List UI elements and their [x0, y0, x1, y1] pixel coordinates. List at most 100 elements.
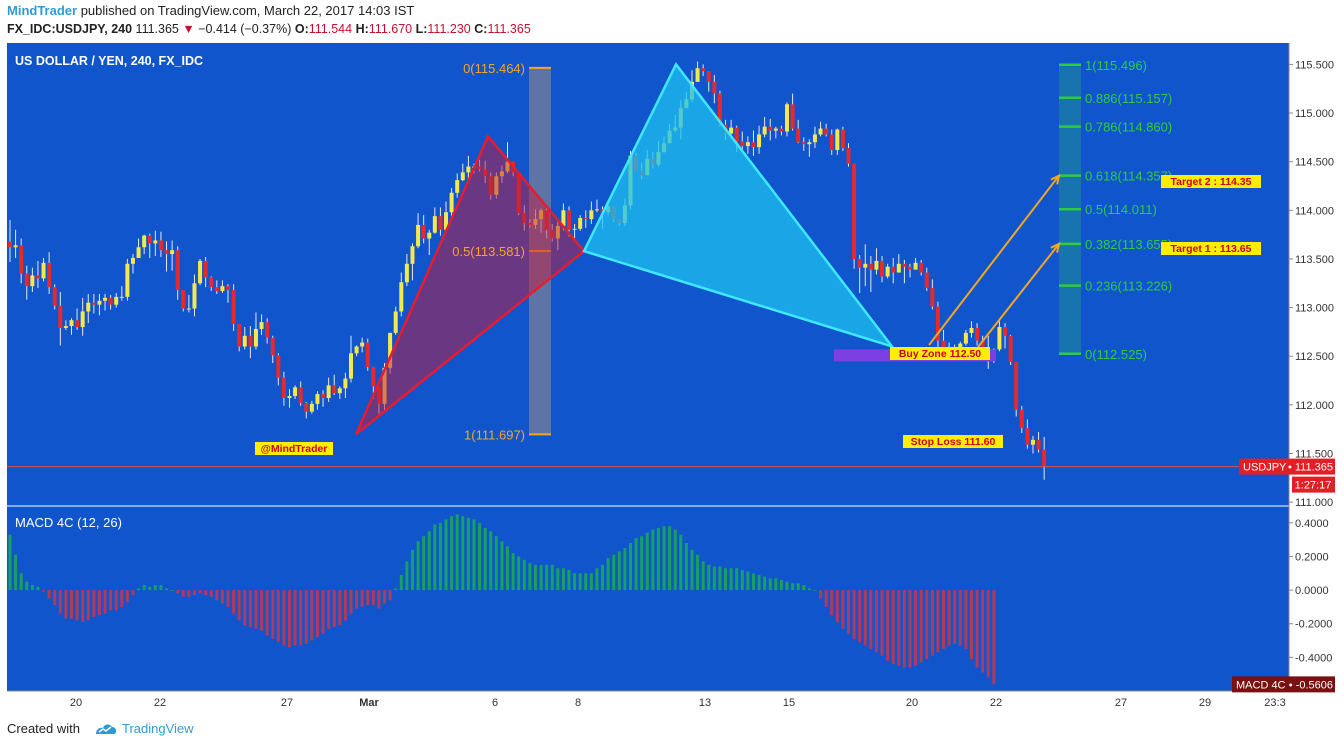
candle-body — [393, 311, 398, 333]
macd-bar — [584, 573, 588, 591]
candle-body — [427, 232, 432, 239]
candle-body — [812, 134, 817, 143]
macd-bar — [500, 541, 504, 591]
macd-bar — [170, 590, 174, 591]
candle-body — [130, 257, 135, 264]
macd-bar — [673, 529, 677, 591]
tradingview-brand: TradingView — [121, 721, 194, 736]
macd-bar — [416, 541, 420, 591]
candle-body — [449, 192, 454, 213]
macd-bar — [125, 590, 129, 602]
candle-body — [807, 142, 812, 145]
candle-body — [242, 335, 247, 347]
candle-body — [326, 385, 331, 399]
macd-bar — [668, 526, 672, 591]
macd-bar — [159, 585, 163, 591]
candle-body — [315, 394, 320, 404]
macd-bar — [360, 590, 364, 607]
macd-bar — [282, 590, 286, 646]
macd-bar — [807, 588, 811, 591]
candle-body — [41, 262, 46, 279]
price-label-value: • 111.365 — [1288, 462, 1333, 474]
macd-bar — [684, 543, 688, 591]
macd-bar — [14, 554, 18, 591]
macd-bar — [472, 519, 476, 591]
candle-body — [19, 245, 24, 274]
time-tick-label: 13 — [699, 697, 711, 709]
candle-body — [158, 240, 163, 251]
macd-bar — [204, 590, 208, 596]
candle-body — [432, 216, 437, 233]
candle-body — [941, 340, 946, 351]
time-tick-label: 8 — [575, 697, 581, 709]
tradingview-link[interactable]: TradingView — [86, 721, 194, 736]
macd-bar — [142, 585, 146, 591]
candle-body — [801, 142, 806, 145]
candle-body — [175, 250, 180, 291]
candle-body — [35, 275, 40, 279]
macd-bar — [841, 590, 845, 629]
candle-body — [460, 172, 465, 181]
macd-bar — [438, 522, 442, 591]
candle-body — [578, 218, 583, 229]
candle-body — [287, 396, 292, 399]
macd-bar — [265, 590, 269, 636]
candle-body — [868, 263, 873, 270]
arrow-target2 — [928, 174, 1060, 346]
target2-label-bg — [1161, 175, 1261, 188]
candle-body — [695, 68, 700, 82]
macd-bar — [819, 590, 823, 599]
candle-body — [332, 385, 337, 394]
candle-body — [276, 355, 281, 378]
macd-bar — [874, 590, 878, 653]
candle-body — [253, 328, 258, 347]
macd-bar — [802, 585, 806, 591]
macd-bar — [729, 568, 733, 591]
fib-extension-label: 0.786(114.860) — [1085, 120, 1172, 135]
macd-bar — [192, 590, 196, 596]
arrow-target2-head — [1050, 173, 1061, 185]
candle-body — [337, 388, 342, 394]
macd-bar — [779, 580, 783, 591]
macd-bar — [148, 586, 152, 591]
fib-left-mid-label: 0.5(113.581) — [452, 244, 525, 259]
target2-label: Target 2 : 114.35 — [1171, 176, 1252, 188]
macd-bar — [533, 564, 537, 591]
macd-bar — [791, 583, 795, 591]
candle-body — [712, 81, 717, 94]
macd-bar — [785, 581, 789, 591]
macd-bar — [656, 527, 660, 591]
macd-bar — [338, 590, 342, 626]
macd-label-bg — [1232, 676, 1335, 693]
macd-bar — [271, 590, 275, 639]
price-tick-label: 115.500 — [1295, 59, 1334, 71]
macd-bar — [226, 590, 230, 607]
last-price: 111.365 — [135, 22, 179, 36]
macd-bar — [494, 536, 498, 591]
macd-bar — [740, 569, 744, 591]
candle-body — [231, 290, 236, 325]
macd-bar — [64, 590, 68, 619]
author-link[interactable]: MindTrader — [7, 3, 78, 18]
macd-bar — [209, 590, 213, 597]
macd-bar — [539, 564, 543, 591]
bcd-triangle — [582, 62, 896, 349]
macd-bar — [942, 590, 946, 649]
macd-bar — [858, 590, 862, 643]
candle-body — [309, 403, 314, 412]
time-tick-label: 27 — [281, 697, 293, 709]
macd-bar — [550, 564, 554, 591]
macd-bar — [662, 526, 666, 591]
macd-bar — [92, 590, 96, 617]
countdown-bg — [1292, 476, 1335, 493]
macd-bar — [869, 590, 873, 649]
macd-bar — [103, 590, 107, 614]
candle-body — [186, 308, 191, 310]
candle-body — [840, 129, 845, 149]
ohlc-line: FX_IDC:USDJPY, 240 111.365 ▼ −0.414 (−0.… — [7, 22, 531, 36]
macd-bar — [47, 590, 51, 599]
macd-bar — [981, 590, 985, 673]
macd-bar — [813, 590, 817, 591]
candle-body — [768, 126, 773, 131]
